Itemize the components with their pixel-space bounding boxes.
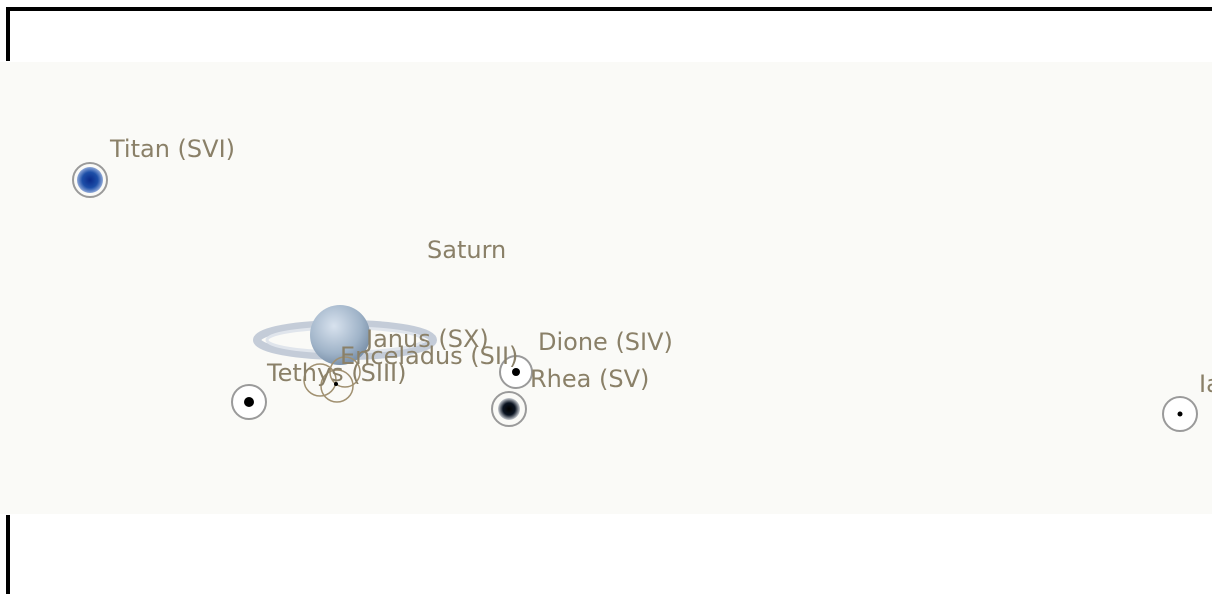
moon-label: Dione (SIV)	[538, 328, 673, 356]
moon	[77, 167, 103, 193]
moon-label: Tethys (SIII)	[266, 359, 407, 387]
sky-area	[0, 62, 1212, 514]
frame-top	[6, 7, 1212, 11]
moon	[498, 398, 520, 420]
planet-label: Saturn	[427, 236, 506, 264]
moon	[1178, 412, 1183, 417]
page: {"labels": { "titan": "Titan (SVI)", "sa…	[0, 0, 1212, 594]
frame-left-bottom	[6, 515, 10, 594]
moon-label: Ia	[1199, 370, 1212, 398]
moon-label: Titan (SVI)	[109, 135, 235, 163]
moon-label: Rhea (SV)	[530, 365, 649, 393]
moon	[244, 397, 254, 407]
frame-left-top	[6, 7, 10, 61]
sky-view: Titan (SVI) Saturn Janus (SX) Dione (SIV…	[0, 0, 1212, 594]
